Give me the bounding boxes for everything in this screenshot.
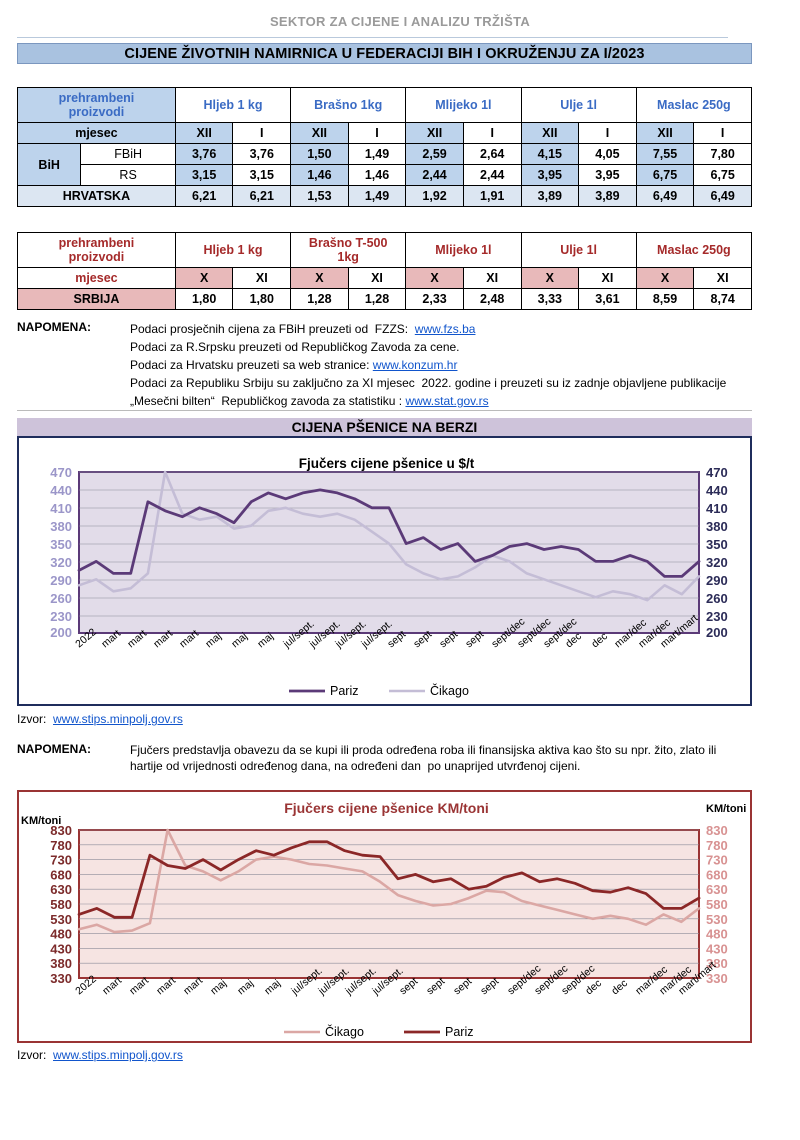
svg-text:290: 290 <box>50 573 72 588</box>
svg-text:230: 230 <box>50 609 72 624</box>
svg-text:KM/toni: KM/toni <box>706 803 746 815</box>
svg-text:330: 330 <box>50 971 72 986</box>
svg-text:dec: dec <box>609 977 630 997</box>
svg-text:260: 260 <box>50 591 72 606</box>
svg-text:350: 350 <box>706 537 728 552</box>
svg-text:410: 410 <box>706 501 728 516</box>
svg-text:680: 680 <box>706 867 728 882</box>
svg-text:230: 230 <box>706 609 728 624</box>
svg-text:380: 380 <box>50 519 72 534</box>
svg-text:Čikago: Čikago <box>325 1024 364 1039</box>
svg-text:410: 410 <box>50 501 72 516</box>
svg-text:200: 200 <box>706 625 728 640</box>
svg-text:470: 470 <box>706 465 728 480</box>
svg-text:maj: maj <box>208 977 229 997</box>
svg-text:320: 320 <box>706 555 728 570</box>
svg-text:380: 380 <box>706 519 728 534</box>
svg-text:780: 780 <box>706 838 728 853</box>
svg-text:290: 290 <box>706 573 728 588</box>
svg-text:440: 440 <box>50 483 72 498</box>
svg-text:470: 470 <box>50 465 72 480</box>
svg-text:780: 780 <box>50 838 72 853</box>
svg-text:320: 320 <box>50 555 72 570</box>
svg-text:480: 480 <box>50 927 72 942</box>
svg-text:630: 630 <box>706 882 728 897</box>
svg-text:830: 830 <box>706 823 728 838</box>
svg-text:830: 830 <box>50 823 72 838</box>
svg-text:580: 580 <box>50 897 72 912</box>
svg-text:Čikago: Čikago <box>430 683 469 698</box>
svg-text:430: 430 <box>50 941 72 956</box>
svg-text:350: 350 <box>50 537 72 552</box>
svg-text:200: 200 <box>50 625 72 640</box>
svg-text:maj: maj <box>262 977 283 997</box>
svg-text:Pariz: Pariz <box>445 1025 473 1039</box>
svg-text:260: 260 <box>706 591 728 606</box>
svg-text:380: 380 <box>50 956 72 971</box>
svg-text:630: 630 <box>50 882 72 897</box>
svg-text:530: 530 <box>706 912 728 927</box>
svg-text:730: 730 <box>50 853 72 868</box>
svg-text:730: 730 <box>706 853 728 868</box>
svg-text:Pariz: Pariz <box>330 684 358 698</box>
svg-text:530: 530 <box>50 912 72 927</box>
svg-text:maj: maj <box>235 977 256 997</box>
svg-text:480: 480 <box>706 927 728 942</box>
svg-text:430: 430 <box>706 941 728 956</box>
svg-text:580: 580 <box>706 897 728 912</box>
svg-text:440: 440 <box>706 483 728 498</box>
svg-text:680: 680 <box>50 867 72 882</box>
